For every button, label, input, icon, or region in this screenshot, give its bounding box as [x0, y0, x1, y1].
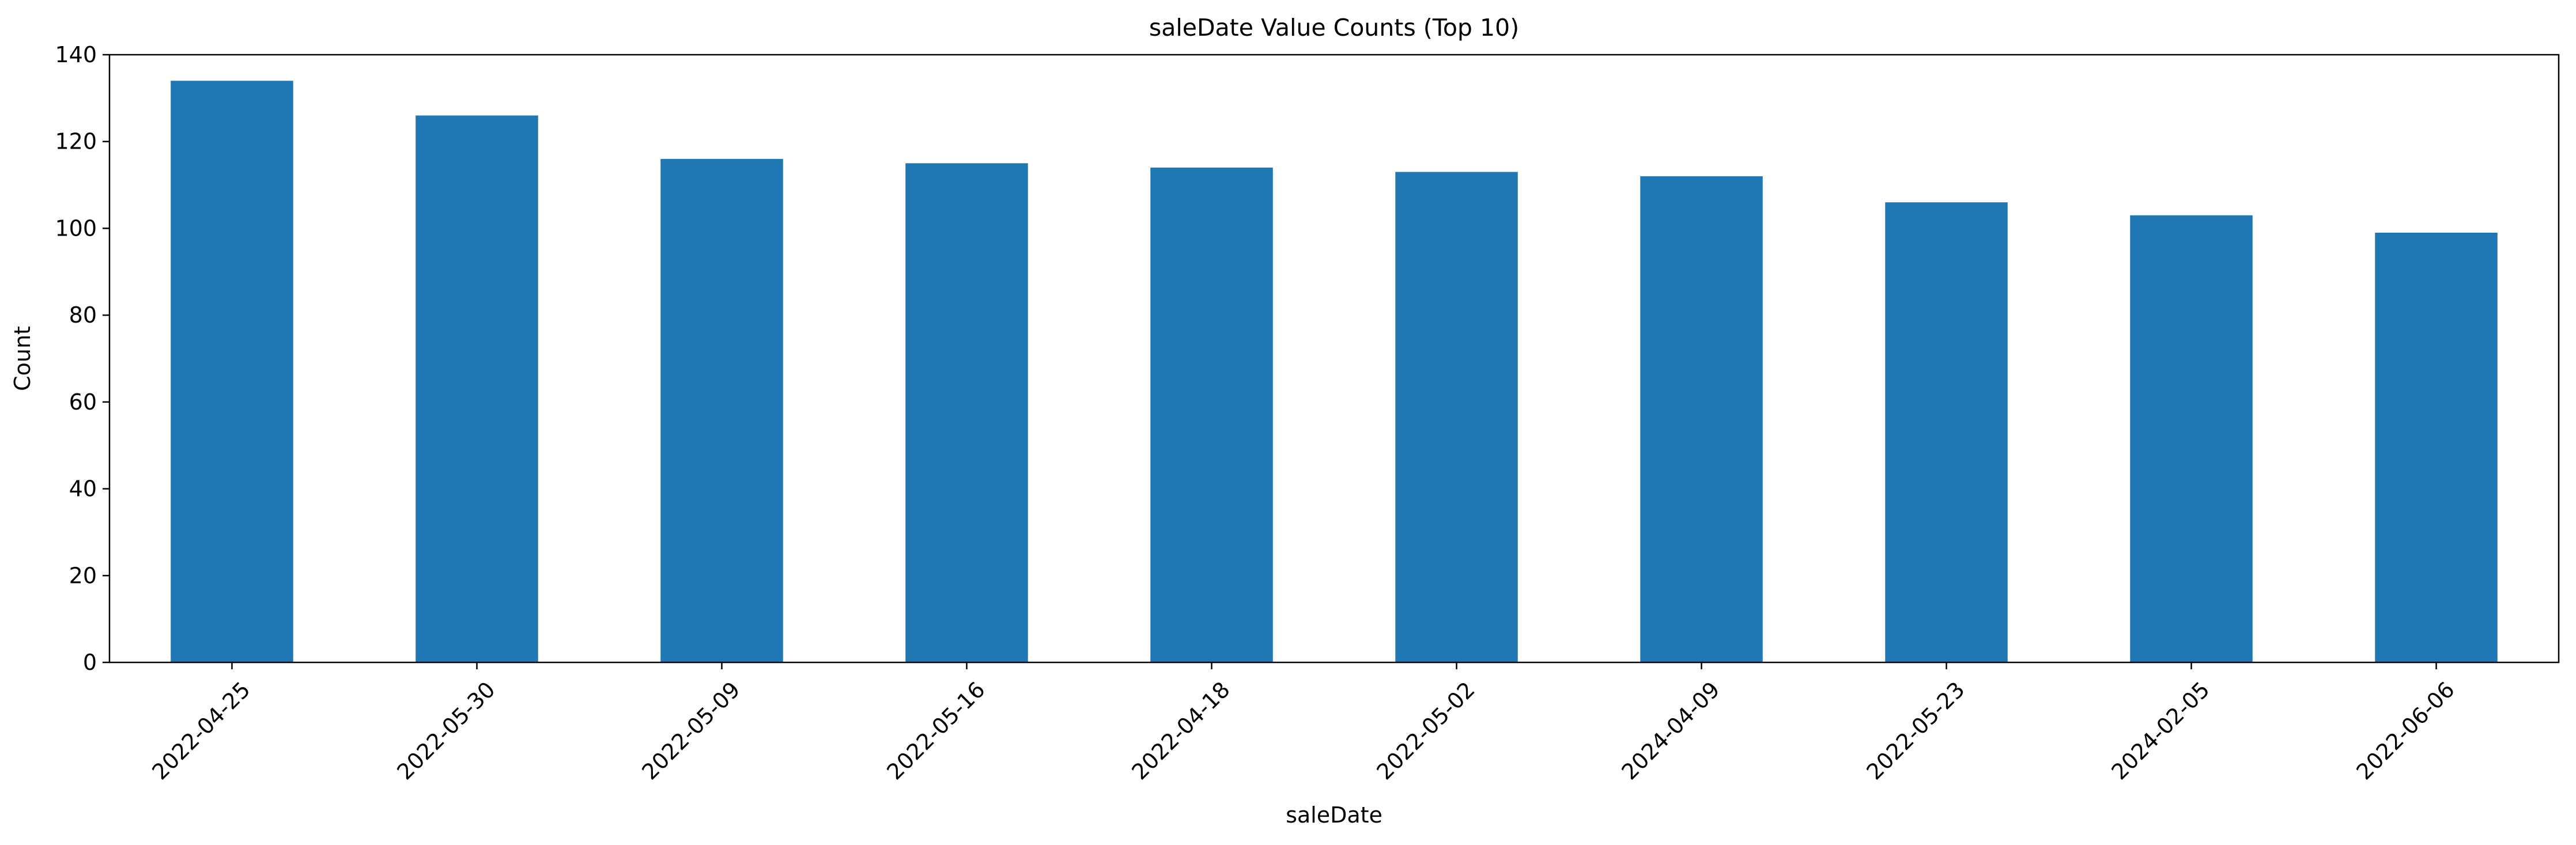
- x-axis-ticks: 2022-04-25 2022-05-30 2022-05-09 2022-05-16…: [147, 662, 2460, 785]
- bar-2022-05-16: [905, 163, 1028, 663]
- y-tick-label: 0: [83, 650, 97, 675]
- bar-2024-04-09: [1640, 176, 1763, 662]
- y-tick-label: 40: [69, 476, 97, 502]
- y-axis-label: Count: [10, 326, 35, 391]
- bar-2022-06-06: [2375, 232, 2498, 662]
- y-tick-label: 140: [55, 42, 97, 67]
- y-tick-label: 80: [69, 302, 97, 328]
- x-tick-label: 2022-04-25: [147, 677, 255, 785]
- x-tick-label: 2022-05-02: [1372, 677, 1479, 785]
- bars-group: [171, 81, 2498, 663]
- bar-2022-05-30: [416, 115, 538, 662]
- y-tick-label: 60: [69, 389, 97, 415]
- y-axis-ticks: 0 20 40 60 80 100 120 140: [55, 42, 109, 675]
- y-tick-label: 120: [55, 129, 97, 154]
- x-tick-label: 2022-05-16: [882, 677, 989, 785]
- bar-2022-04-25: [171, 81, 293, 662]
- bar-2024-02-05: [2130, 215, 2253, 663]
- bar-2022-05-02: [1395, 172, 1518, 662]
- x-tick-label: 2022-04-18: [1127, 677, 1234, 785]
- bar-2022-05-09: [660, 158, 783, 662]
- bar-2022-04-18: [1150, 167, 1273, 662]
- x-tick-label: 2022-05-30: [392, 677, 500, 785]
- y-tick-label: 100: [55, 215, 97, 241]
- y-tick-label: 20: [69, 563, 97, 588]
- x-tick-label: 2022-05-09: [637, 677, 745, 785]
- x-axis-label: saleDate: [1286, 802, 1383, 828]
- x-tick-label: 2022-05-23: [1861, 677, 1969, 785]
- x-tick-label: 2022-06-06: [2351, 677, 2459, 785]
- bar-2022-05-23: [1885, 202, 2008, 662]
- x-tick-label: 2024-04-09: [1616, 677, 1724, 785]
- x-tick-label: 2024-02-05: [2106, 677, 2214, 785]
- plot-frame: [108, 54, 2560, 664]
- chart-title: saleDate Value Counts (Top 10): [1149, 14, 1519, 41]
